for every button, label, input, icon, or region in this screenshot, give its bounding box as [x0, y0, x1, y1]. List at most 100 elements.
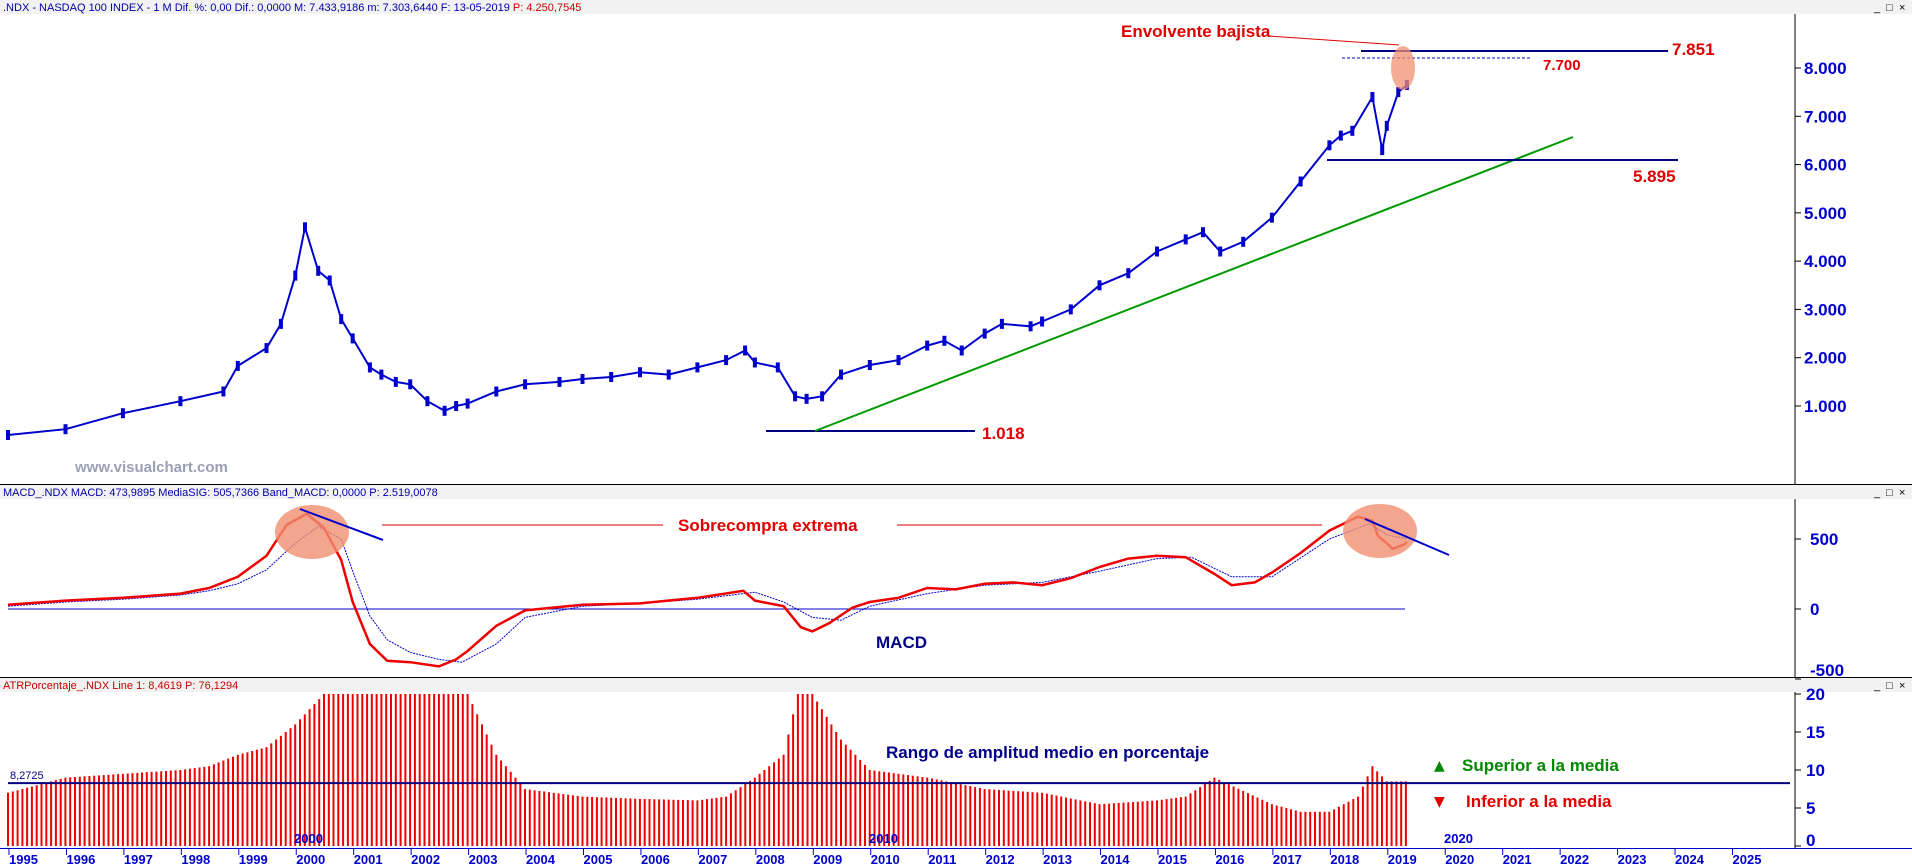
minimize-icon[interactable]: _	[1873, 2, 1881, 14]
atr-bar	[246, 752, 249, 846]
date-axis-tick-label: 2007	[698, 852, 727, 867]
atr-bar	[385, 694, 388, 846]
atr-bar	[792, 714, 795, 846]
atr-bar	[720, 797, 723, 846]
price-y-tick-label: 2.000	[1804, 349, 1847, 368]
atr-bar	[260, 748, 263, 846]
close-icon[interactable]: ×	[1899, 2, 1905, 14]
minimize-icon[interactable]: _	[1873, 680, 1881, 692]
atr-bar	[112, 774, 115, 846]
atr-bar	[452, 694, 455, 846]
atr-bar	[581, 796, 584, 846]
atr-bar	[351, 694, 354, 846]
atr-bar	[121, 773, 124, 846]
price-candle	[1183, 234, 1188, 245]
date-axis-tick-label: 2025	[1733, 852, 1762, 867]
atr-bar	[1122, 802, 1125, 846]
atr-bar	[1371, 766, 1374, 846]
date-axis-tick-label: 1998	[181, 852, 210, 867]
atr-bar	[806, 694, 809, 846]
atr-bar	[1103, 803, 1106, 846]
atr-bar	[1376, 771, 1379, 846]
atr-bar	[1232, 786, 1235, 846]
year-2020-inner-label: 2020	[1444, 831, 1473, 846]
atr-bar	[1299, 811, 1302, 846]
atr-bar	[1069, 798, 1072, 846]
atr-bar	[59, 778, 62, 846]
price-candle	[1380, 145, 1385, 156]
year-2010-inner-label: 2010	[869, 831, 898, 846]
atr-bar	[370, 694, 373, 846]
atr-bar	[404, 694, 407, 846]
atr-bar	[887, 772, 890, 846]
atr-bar	[1242, 790, 1245, 846]
atr-window-buttons[interactable]: _ □ ×	[1873, 680, 1905, 692]
atr-bar	[150, 771, 153, 846]
close-icon[interactable]: ×	[1899, 680, 1905, 692]
atr-mean-value: 8,2725	[10, 770, 44, 782]
atr-bar	[1390, 781, 1393, 846]
atr-bar	[1021, 791, 1024, 846]
minimize-icon[interactable]: _	[1873, 487, 1881, 499]
atr-bar	[1314, 811, 1316, 846]
atr-bar	[643, 799, 646, 846]
atr-bar	[93, 775, 96, 846]
atr-bar	[16, 790, 19, 846]
atr-bar	[251, 751, 254, 846]
level-7700-label: 7.700	[1543, 57, 1581, 74]
atr-bar	[696, 800, 699, 846]
atr-bar	[605, 797, 608, 846]
atr-bar	[1323, 811, 1326, 846]
watermark: www.visualchart.com	[74, 459, 228, 476]
price-candle	[63, 424, 68, 435]
atr-bar	[878, 771, 881, 846]
price-candle	[1155, 246, 1159, 257]
atr-bar	[30, 786, 33, 846]
atr-bar	[753, 777, 756, 846]
atr-bar	[524, 789, 526, 846]
atr-bar	[519, 783, 522, 846]
price-window-buttons[interactable]: _ □ ×	[1873, 2, 1905, 14]
atr-bar	[136, 772, 139, 846]
price-y-tick-label: 3.000	[1804, 300, 1847, 319]
price-y-tick-label: 5.000	[1804, 204, 1847, 223]
price-candle	[1218, 246, 1223, 257]
atr-y-tick-label: 20	[1806, 685, 1825, 704]
atr-bar	[816, 701, 819, 846]
atr-bar	[1002, 790, 1005, 846]
atr-bar	[504, 766, 507, 846]
atr-bar	[35, 785, 38, 846]
atr-bar	[734, 790, 737, 846]
atr-bar	[466, 694, 469, 846]
level-5895-label: 5.895	[1633, 167, 1676, 186]
atr-bar	[490, 744, 493, 846]
atr-bar	[418, 694, 421, 846]
atr-bar	[1213, 777, 1216, 846]
atr-bar	[294, 724, 297, 846]
date-axis-tick-label: 2000	[296, 852, 325, 867]
price-candle	[839, 369, 843, 380]
price-candle	[235, 360, 240, 371]
macd-window-buttons[interactable]: _ □ ×	[1873, 487, 1905, 499]
atr-panel-header: ATRPorcentaje_.NDX Line 1: 8,4619 P: 76,…	[3, 680, 238, 692]
close-icon[interactable]: ×	[1899, 487, 1905, 499]
price-y-tick-label: 6.000	[1804, 156, 1847, 175]
maximize-icon[interactable]: □	[1886, 487, 1893, 499]
date-axis-tick-label: 2017	[1273, 852, 1302, 867]
macd-y-tick-label: -500	[1810, 661, 1844, 680]
atr-bar	[332, 694, 335, 846]
atr-bar	[1017, 791, 1020, 846]
maximize-icon[interactable]: □	[1886, 2, 1893, 14]
date-axis-tick-label: 2020	[1445, 852, 1474, 867]
atr-bar	[1247, 793, 1249, 846]
maximize-icon[interactable]: □	[1886, 680, 1893, 692]
atr-bar	[998, 789, 1000, 846]
atr-bar	[1328, 811, 1331, 846]
atr-bar	[390, 694, 392, 846]
macd-header-bar	[0, 485, 1912, 499]
atr-bar	[1218, 779, 1221, 846]
engulfing-pointer	[1267, 35, 1400, 46]
atr-bar	[375, 694, 378, 846]
atr-bar	[552, 792, 555, 846]
atr-bar	[1275, 805, 1278, 846]
